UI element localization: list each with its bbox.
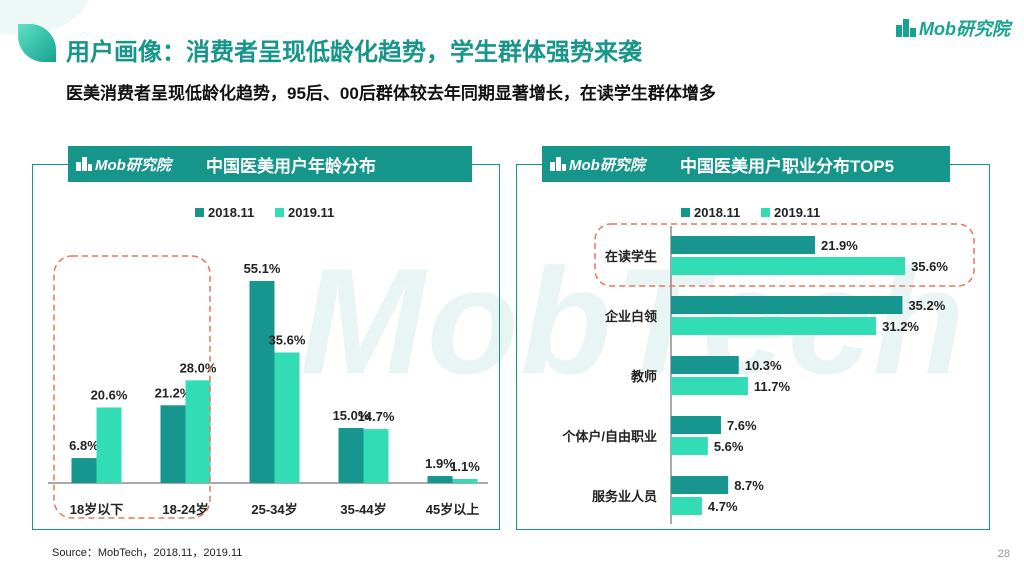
bar: [671, 377, 748, 395]
bar: [671, 317, 877, 335]
bar: [671, 236, 815, 254]
y-tick-label: 服务业人员: [592, 489, 657, 504]
data-label: 35.6%: [269, 332, 306, 347]
brand-name: Mob研究院: [919, 19, 1010, 39]
x-tick-label: 25-34岁: [251, 502, 297, 517]
age-chart: 2018.11 2019.11 6.8% 20.6% 18岁以下 21.2% 28.0% 18…: [48, 205, 488, 519]
highlight-box: [53, 255, 211, 519]
data-label: 6.8%: [69, 438, 99, 453]
bar: [274, 352, 300, 483]
data-label: 21.9%: [821, 238, 858, 253]
bar: [185, 380, 211, 483]
y-tick-label: 教师: [630, 369, 657, 384]
data-label: 11.7%: [754, 379, 791, 394]
x-tick-label: 35-44岁: [340, 502, 386, 517]
data-label: 31.2%: [882, 319, 919, 334]
data-label: 5.6%: [714, 439, 744, 454]
bar: [671, 257, 906, 275]
occupation-chart-header: Mob研究院 中国医美用户职业分布TOP5: [542, 146, 950, 182]
data-label: 21.2%: [155, 385, 192, 400]
legend-swatch: [275, 208, 284, 217]
age-chart-title: 中国医美用户年龄分布: [206, 156, 376, 176]
legend-label: 2018.11: [694, 205, 740, 220]
occupation-chart: 2018.11 2019.11 21.9% 35.6% 在读学生 35.2% 31.2% 企业…: [561, 205, 975, 524]
building-icon: [896, 19, 917, 37]
data-label: 8.7%: [734, 478, 764, 493]
data-label: 1.9%: [425, 456, 455, 471]
y-tick-label: 个体户/自由职业: [561, 429, 657, 444]
building-icon: [76, 157, 92, 171]
bar: [671, 437, 708, 455]
brand-logo: Mob研究院: [896, 15, 1010, 41]
page-number: 28: [997, 548, 1010, 560]
building-icon: [550, 157, 566, 171]
legend-swatch: [761, 208, 770, 217]
bar: [338, 428, 364, 483]
data-label: 55.1%: [244, 261, 281, 276]
x-tick-label: 45岁以上: [426, 502, 479, 517]
panel-logo: Mob研究院: [550, 154, 680, 175]
data-label: 10.3%: [745, 358, 782, 373]
bar: [363, 429, 389, 483]
bar: [160, 405, 186, 483]
data-label: 28.0%: [180, 360, 217, 375]
source-note: Source：MobTech，2018.11，2019.11: [52, 547, 243, 559]
data-label: 15.0%: [333, 408, 370, 423]
age-chart-header: Mob研究院 中国医美用户年龄分布: [68, 146, 472, 182]
panel-logo: Mob研究院: [76, 154, 206, 175]
occupation-chart-title: 中国医美用户职业分布TOP5: [680, 156, 895, 176]
data-label: 20.6%: [91, 387, 128, 402]
legend-label: 2019.11: [774, 205, 820, 220]
y-tick-label: 企业白领: [604, 309, 657, 324]
y-tick-label: 在读学生: [605, 249, 657, 264]
bar: [452, 478, 478, 483]
data-label: 35.6%: [911, 259, 948, 274]
legend-label: 2019.11: [288, 205, 334, 220]
data-label: 4.7%: [708, 499, 738, 514]
panel-brand: Mob研究院: [95, 156, 171, 174]
bar: [671, 476, 729, 494]
bar: [71, 458, 97, 483]
page-title: 用户画像：消费者呈现低龄化趋势，学生群体强势来袭: [66, 39, 642, 66]
page-subtitle: 医美消费者呈现低龄化趋势，95后、00后群体较去年同期显著增长，在读学生群体增多: [66, 84, 716, 103]
legend-label: 2018.11: [208, 205, 254, 220]
bar: [96, 407, 122, 483]
data-label: 7.6%: [727, 418, 757, 433]
bar: [671, 356, 739, 374]
bar: [671, 497, 702, 515]
data-label: 1.1%: [450, 459, 480, 474]
legend-swatch: [681, 208, 690, 217]
highlight-box: [594, 223, 975, 287]
bar: [427, 476, 453, 483]
bar: [671, 296, 903, 314]
data-label: 35.2%: [908, 298, 945, 313]
data-label: 14.7%: [358, 409, 395, 424]
x-tick-label: 18-24岁: [162, 502, 208, 517]
bar: [671, 416, 721, 434]
panel-brand: Mob研究院: [569, 156, 645, 174]
x-tick-label: 18岁以下: [70, 502, 123, 517]
legend-swatch: [195, 208, 204, 217]
bar: [249, 280, 275, 483]
